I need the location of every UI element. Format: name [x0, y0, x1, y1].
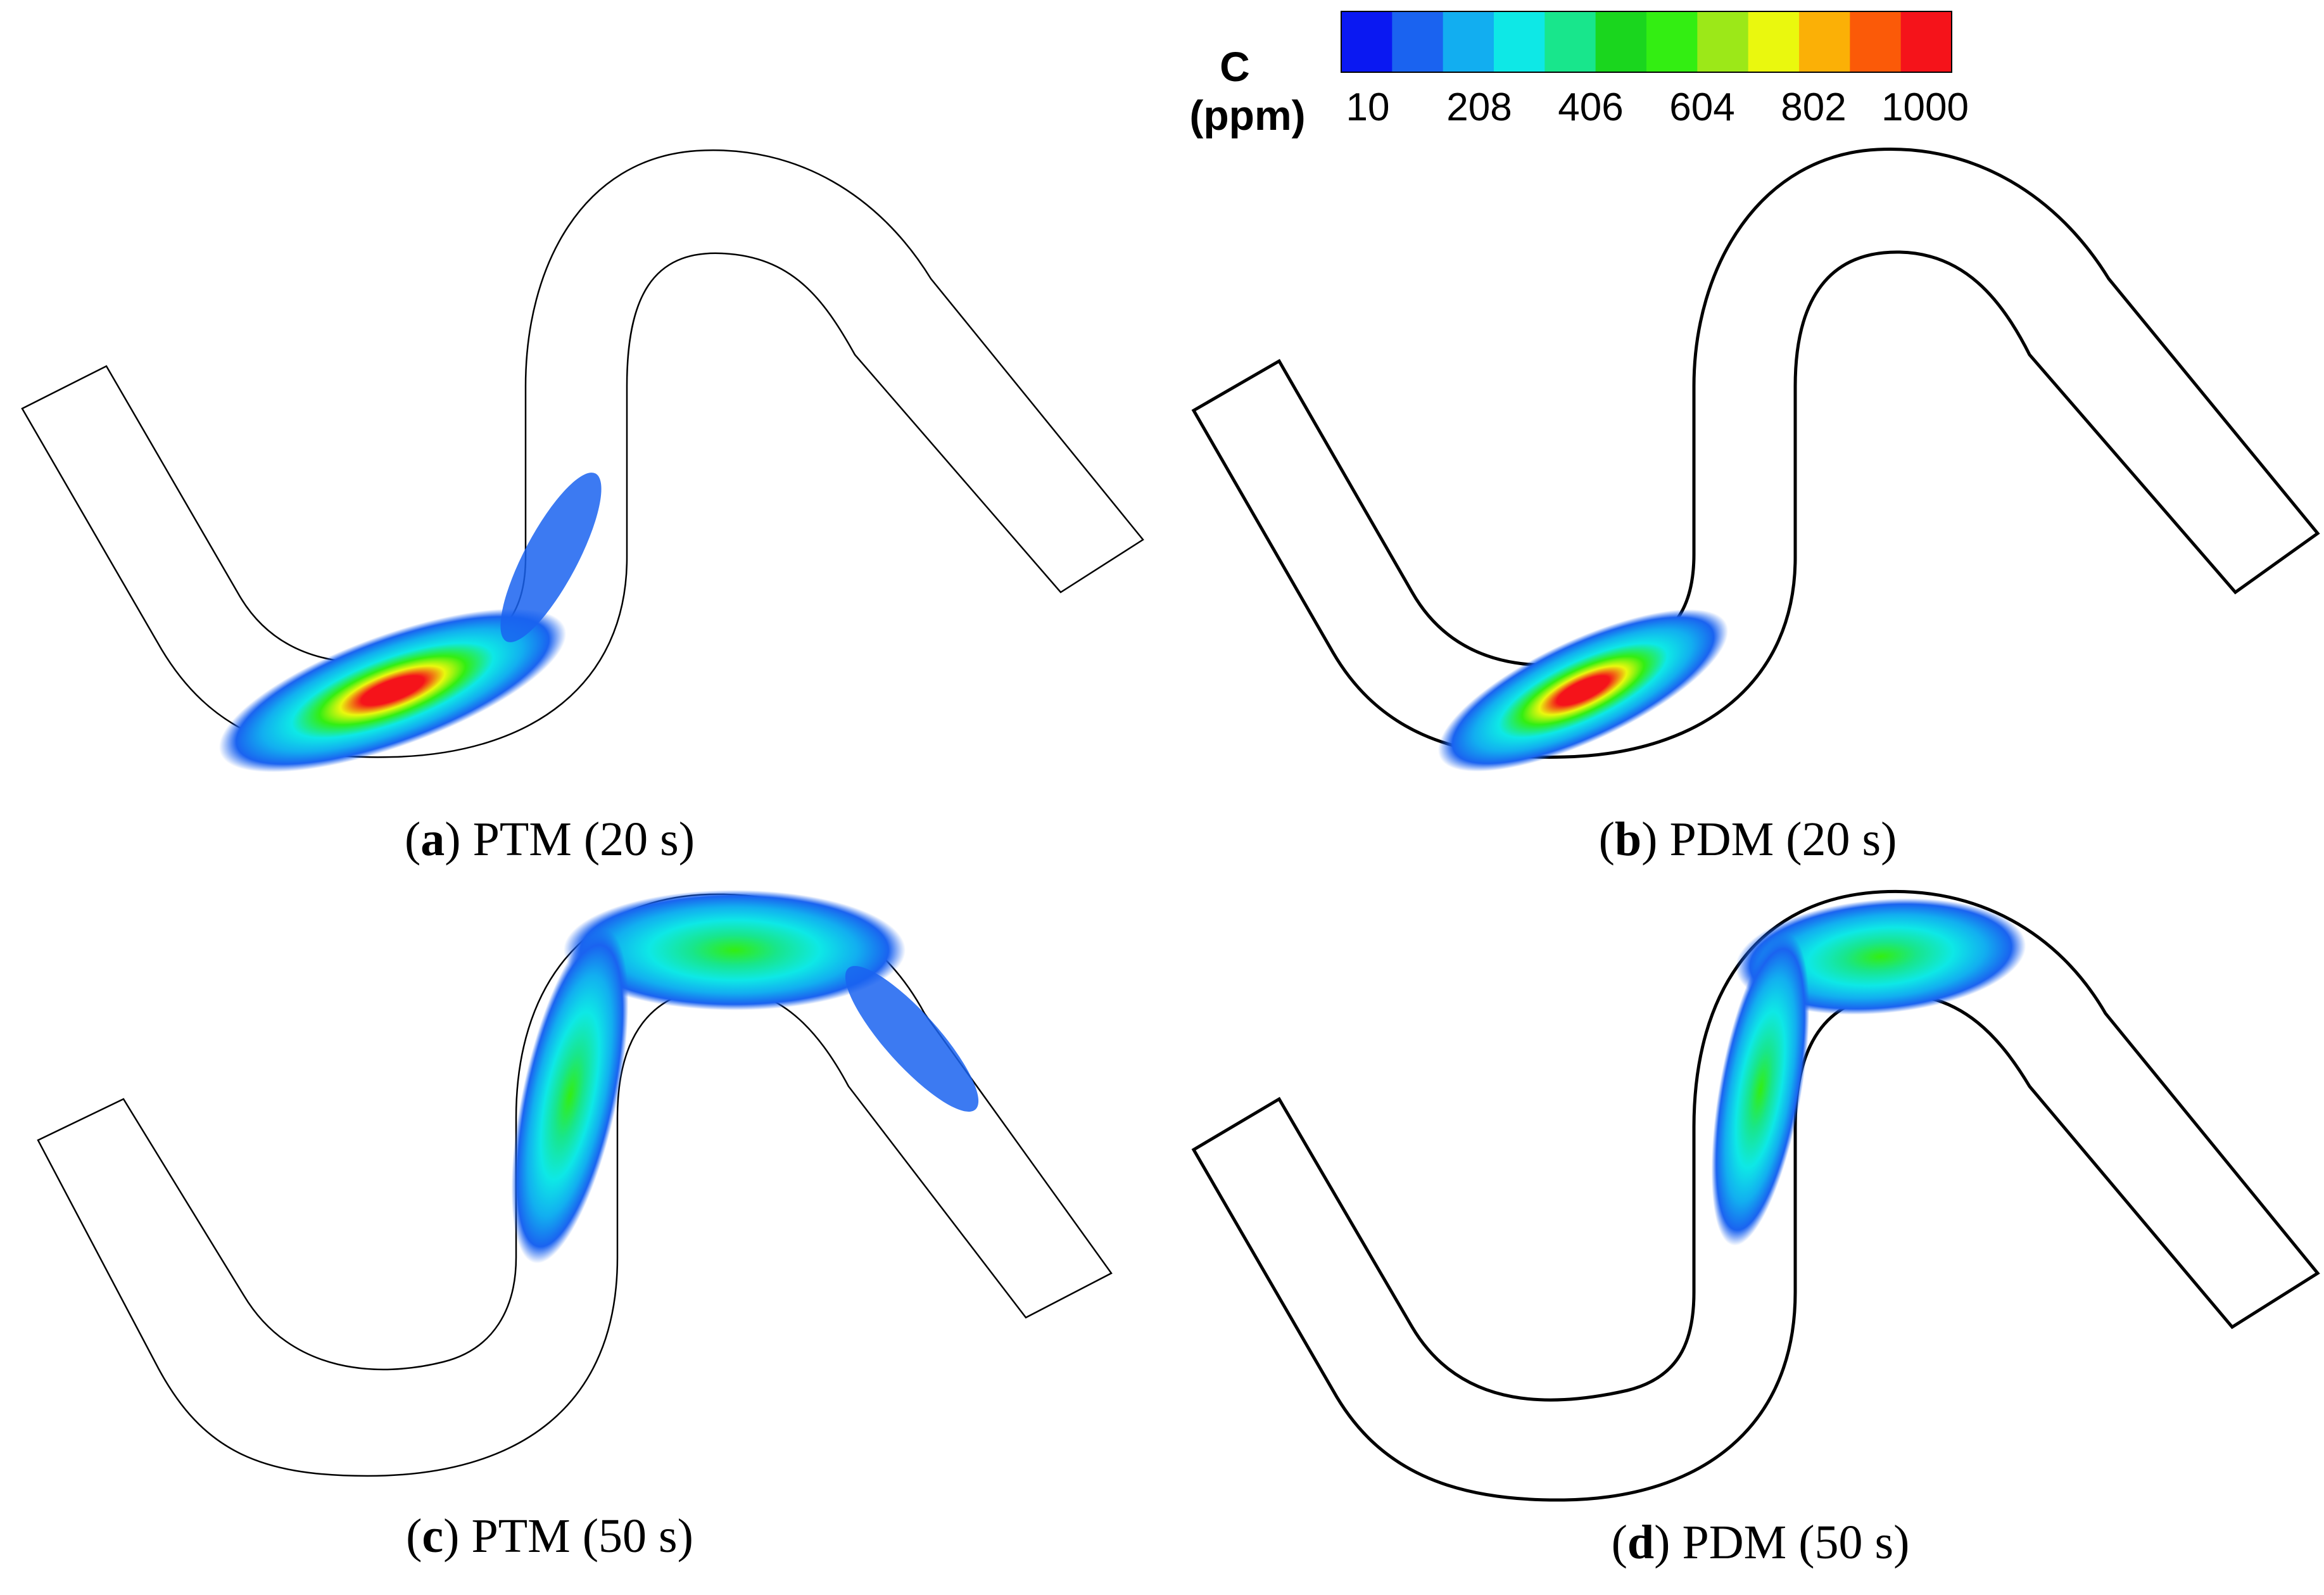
colorbar-swatch — [1646, 11, 1698, 72]
caption-a: (a) PTM (20 s) — [405, 813, 695, 866]
colorbar-title-line1: C — [1220, 43, 1250, 90]
colorbar-swatch — [1443, 11, 1494, 72]
caption-b-letter: b — [1615, 813, 1641, 866]
caption-a-text: PTM (20 s) — [473, 813, 695, 866]
colorbar-swatch — [1799, 11, 1850, 72]
plume-b — [1437, 609, 1729, 772]
plume-c-right — [845, 966, 979, 1112]
colorbar-swatch — [1850, 11, 1902, 72]
panel-d: (d) PDM (50 s) — [1191, 889, 2320, 1569]
colorbar-tick-label: 1000 — [1881, 86, 1969, 129]
colorbar-swatch — [1494, 11, 1545, 72]
colorbar-frame — [1341, 11, 1952, 73]
caption-c-text: PTM (50 s) — [471, 1509, 693, 1563]
colorbar-swatch — [1900, 11, 1952, 72]
colorbar-tick-label: 802 — [1781, 86, 1846, 129]
panel-b: (b) PDM (20 s) — [1191, 147, 2320, 866]
colorbar-tick-label: 406 — [1558, 86, 1623, 129]
colorbar-swatches — [1341, 11, 1952, 72]
colorbar-swatch — [1341, 11, 1393, 72]
colorbar-tick-label: 208 — [1446, 86, 1512, 129]
plume-d-left — [1711, 933, 1810, 1246]
channel-outline-b — [1191, 147, 2320, 759]
plume-a — [218, 608, 567, 773]
caption-a-letter: a — [420, 813, 445, 866]
caption-d-letter: d — [1627, 1516, 1654, 1569]
plume-a-tail — [500, 473, 602, 642]
caption-d: (d) PDM (50 s) — [1612, 1516, 1910, 1569]
colorbar-title-line2: (ppm) — [1189, 92, 1305, 139]
colorbar-ticks: 10 208 406 604 802 1000 — [1346, 86, 1969, 129]
plume-c-upper — [564, 890, 906, 1010]
caption-c: (c) PTM (50 s) — [406, 1509, 693, 1563]
colorbar: C (ppm) 10 208 406 604 802 1000 — [1189, 11, 1969, 139]
plume-c-left — [511, 928, 629, 1264]
panel-a: (a) PTM (20 s) — [21, 149, 1144, 866]
colorbar-swatch — [1748, 11, 1800, 72]
colorbar-swatch — [1392, 11, 1444, 72]
caption-b: (b) PDM (20 s) — [1599, 813, 1897, 866]
caption-d-text: PDM (50 s) — [1682, 1516, 1909, 1569]
channel-outline-a — [21, 149, 1144, 758]
colorbar-tick-label: 604 — [1669, 86, 1734, 129]
channel-outline-c — [37, 893, 1113, 1477]
channel-outline-d — [1191, 889, 2320, 1502]
colorbar-swatch — [1595, 11, 1647, 72]
caption-b-text: PDM (20 s) — [1669, 813, 1897, 866]
panel-c: (c) PTM (50 s) — [37, 890, 1113, 1563]
colorbar-tick-label: 10 — [1346, 86, 1390, 129]
colorbar-swatch — [1697, 11, 1749, 72]
caption-c-letter: c — [422, 1509, 443, 1563]
colorbar-swatch — [1544, 11, 1596, 72]
